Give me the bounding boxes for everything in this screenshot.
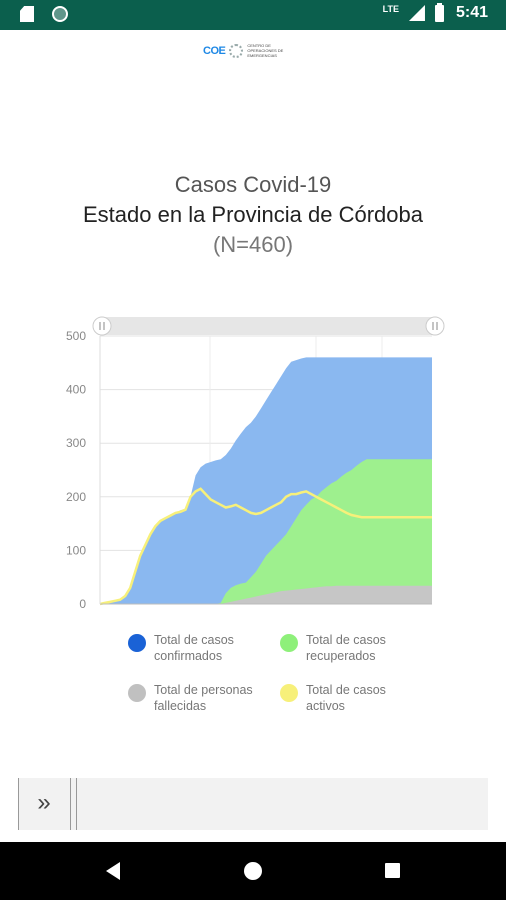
title-line-1: Casos Covid-19 [174,172,332,197]
chart-areas [99,357,432,606]
logo-mark: COE [203,44,226,57]
legend-label-recuperados: Total de casos recuperados [306,633,386,663]
sd-card-icon [20,6,34,22]
y-tick-label: 400 [66,383,86,397]
home-icon[interactable] [244,862,262,880]
chart-legend: Total de casos confirmados Total de caso… [128,632,428,722]
y-tick-label: 200 [66,490,86,504]
y-tick-label: 500 [66,329,86,343]
legend-item-recuperados[interactable]: Total de casos recuperados [280,632,426,664]
case-count: (N=460) [212,232,294,257]
y-axis-ticks: 0 100 200 300 400 500 [66,329,86,611]
legend-item-activos[interactable]: Total de casos activos [280,682,426,714]
legend-item-confirmados[interactable]: Total de casos confirmados [128,632,274,664]
back-icon[interactable] [106,862,120,880]
page-title: Estado en la Provincia de Córdoba [83,202,423,227]
range-slider-left-handle[interactable] [92,316,112,336]
legend-dot-confirmados [128,634,146,652]
legend-label-activos: Total de casos activos [306,683,386,713]
toolbar-divider [76,778,77,830]
legend-dot-activos [280,684,298,702]
notification-dot-icon [52,6,68,22]
legend-item-fallecidas[interactable]: Total de personas fallecidas [128,682,274,714]
recents-icon[interactable] [385,863,400,878]
battery-icon [434,2,444,22]
bottom-toolbar: » [18,778,488,830]
y-tick-label: 300 [66,436,86,450]
status-bar: LTE 5:41 [0,0,506,30]
covid-area-chart[interactable]: 0 100 200 300 400 500 [48,312,458,632]
system-nav-bar [0,842,506,900]
range-slider-track[interactable] [100,317,435,335]
toolbar-divider [18,778,19,830]
expand-button[interactable]: » [37,789,51,816]
y-tick-label: 100 [66,543,86,557]
legend-dot-fallecidas [128,684,146,702]
legend-dot-recuperados [280,634,298,652]
signal-icon [408,5,425,21]
area-series-recuperados [100,459,432,604]
legend-label-fallecidas: Total de personas fallecidas [154,683,253,713]
title-block: Casos Covid-19 Estado en la Provincia de… [0,170,506,260]
line-series-activos [99,487,432,606]
logo-text: CENTRO DE OPERACIONES DE EMERGENCIAS [247,43,284,58]
range-slider-right-handle[interactable] [425,316,445,336]
y-tick-label: 0 [79,597,86,611]
coe-logo: COE CENTRO DE OPERACIONES DE EMERGENCIAS [203,43,287,58]
legend-label-confirmados: Total de casos confirmados [154,633,234,663]
network-type: LTE [382,4,399,14]
toolbar-divider [70,778,71,830]
gear-icon [229,43,244,58]
area-series-fallecidas [100,585,432,604]
clock: 5:41 [455,4,488,21]
